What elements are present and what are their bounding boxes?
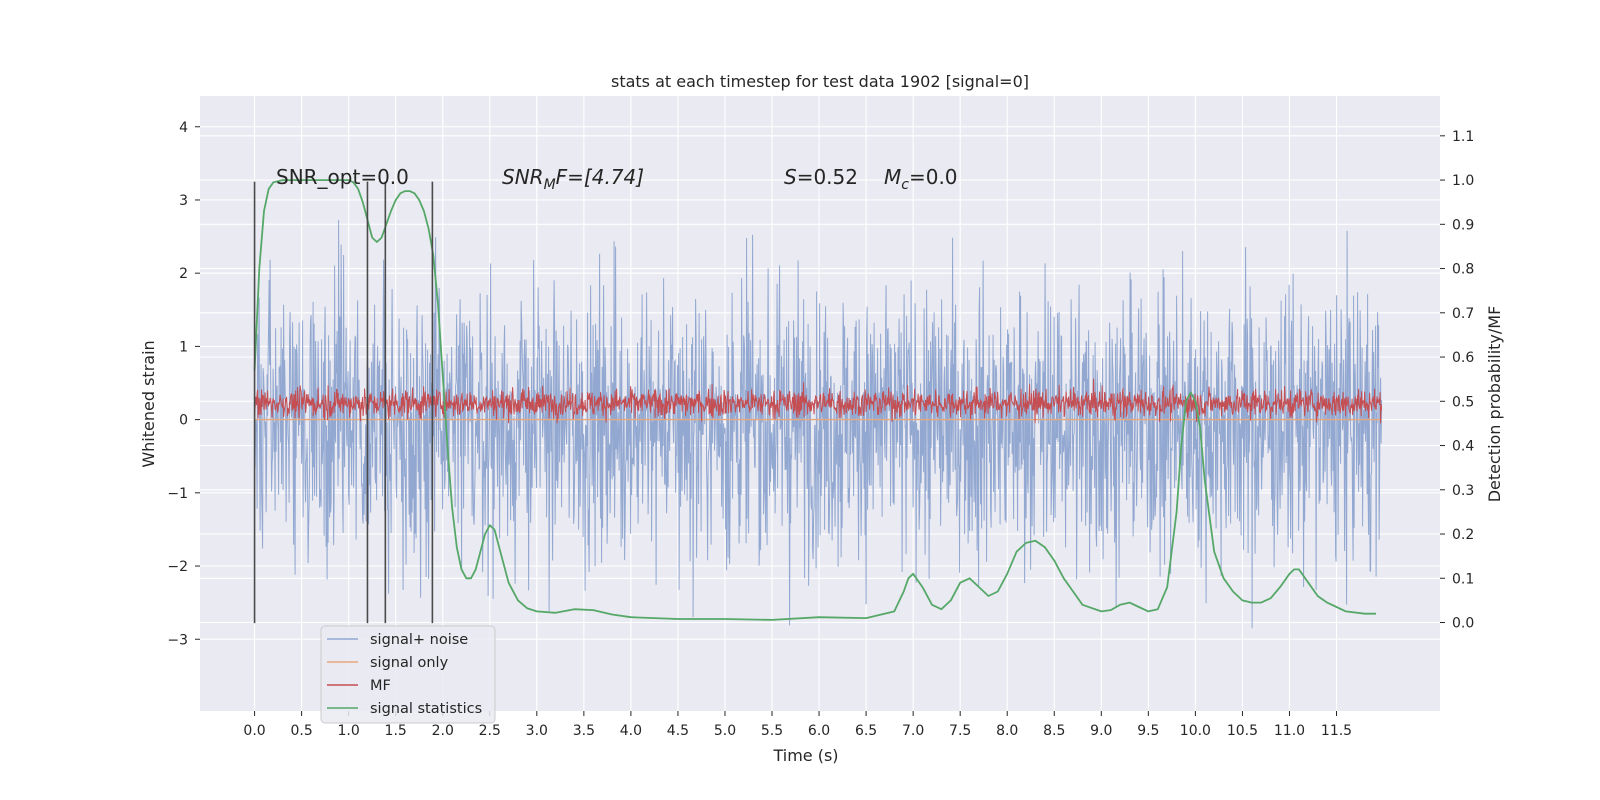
annotation-snr-mf-suffix: F=[4.74] <box>556 165 644 189</box>
x-tick-label: 0.0 <box>243 723 265 739</box>
series-layer <box>253 179 1383 629</box>
annotation-s-label: S <box>784 165 797 189</box>
annotation-s-mc: S=0.52 Mc=0.0 <box>784 165 958 193</box>
x-tick-label: 5.0 <box>714 723 736 739</box>
y-tick-label: 3 <box>179 193 188 209</box>
y2-tick-label: 0.5 <box>1452 394 1474 410</box>
x-tick-label: 10.5 <box>1227 723 1258 739</box>
x-tick-label: 9.5 <box>1137 723 1159 739</box>
y-tick-label: −1 <box>167 486 188 502</box>
y-tick-label: 2 <box>179 266 188 282</box>
y2-tick-label: 0.7 <box>1452 306 1474 322</box>
x-tick-label: 7.5 <box>949 723 971 739</box>
legend-label-mf: MF <box>370 678 391 694</box>
y-tick-label: −3 <box>167 632 188 648</box>
legend-label-signal-statistics: signal statistics <box>370 701 482 717</box>
x-tick-label: 1.5 <box>385 723 407 739</box>
series-signal-statistics <box>253 179 1376 621</box>
x-tick-label: 5.5 <box>761 723 783 739</box>
annotation-snr-opt: SNR_opt=0.0 <box>276 165 409 189</box>
x-tick-label: 2.0 <box>432 723 454 739</box>
x-tick-label: 6.0 <box>808 723 830 739</box>
x-tick-label: 4.5 <box>667 723 689 739</box>
annotation-snr-mf-sub: M <box>544 177 556 193</box>
x-tick-label: 0.5 <box>290 723 312 739</box>
annotation-snr-mf: SNRMF=[4.74] <box>502 165 644 193</box>
y2-tick-label: 1.1 <box>1452 129 1474 145</box>
y2-tick-label: 0.9 <box>1452 217 1474 233</box>
y-tick-label: 4 <box>179 120 188 136</box>
x-tick-label: 3.5 <box>573 723 595 739</box>
x-tick-label: 8.5 <box>1043 723 1065 739</box>
y2-tick-label: 0.1 <box>1452 571 1474 587</box>
x-tick-label: 6.5 <box>855 723 877 739</box>
y2-tick-label: 0.3 <box>1452 483 1474 499</box>
x-tick-label: 4.0 <box>620 723 642 739</box>
legend-label-signal-only: signal only <box>370 655 449 671</box>
x-axis-label: Time (s) <box>772 746 838 765</box>
annotation-s-value: =0.52 <box>797 165 858 189</box>
x-tick-label: 2.5 <box>479 723 501 739</box>
y-tick-label: 0 <box>179 413 188 429</box>
y2-axis-label: Detection probability/MF <box>1485 306 1504 503</box>
annotation-mc-value: =0.0 <box>909 165 958 189</box>
y2-tick-label: 0.4 <box>1452 439 1474 455</box>
annotation-snr-mf-prefix: SNR <box>502 165 544 189</box>
y2-tick-label: 0.8 <box>1452 262 1474 278</box>
legend-box <box>320 625 496 724</box>
x-tick-label: 11.0 <box>1274 723 1305 739</box>
x-tick-label: 9.0 <box>1090 723 1112 739</box>
y2-tick-label: 0.2 <box>1452 527 1474 543</box>
annotation-mc-label: M <box>884 165 901 189</box>
legend: signal+ noise signal only MF signal stat… <box>320 625 496 724</box>
series-signal-noise <box>254 220 1383 629</box>
y-tick-label: −2 <box>167 559 188 575</box>
x-tick-label: 11.5 <box>1321 723 1352 739</box>
legend-label-signal-noise: signal+ noise <box>370 632 468 648</box>
x-tick-label: 10.0 <box>1180 723 1211 739</box>
x-tick-label: 1.0 <box>338 723 360 739</box>
x-tick-label: 3.0 <box>526 723 548 739</box>
y-tick-label: 1 <box>179 339 188 355</box>
annotation-mc-sub: c <box>901 177 909 193</box>
chart-title: stats at each timestep for test data 190… <box>611 72 1029 91</box>
y2-tick-label: 0.0 <box>1452 616 1474 632</box>
vertical-markers <box>253 181 434 624</box>
x-tick-label: 7.0 <box>902 723 924 739</box>
y2-tick-label: 1.0 <box>1452 173 1474 189</box>
x-tick-label: 8.0 <box>996 723 1018 739</box>
axes: 0.0 0.5 1.0 1.5 2.0 2.5 3.0 3.5 4.0 4.5 5.0 5.5 6.0 6… <box>167 120 1474 739</box>
y2-tick-label: 0.6 <box>1452 350 1474 366</box>
y-axis-label: Whitened strain <box>139 340 158 467</box>
